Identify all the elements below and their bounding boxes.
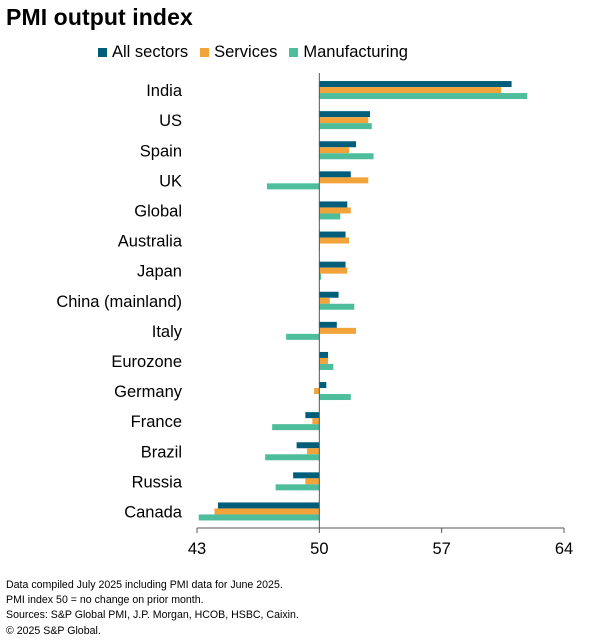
bar-global-all-sectors: [319, 201, 348, 208]
x-tick-label-43: 43: [188, 540, 206, 558]
bar-spain-manufacturing: [319, 153, 374, 160]
legend-label-all-sectors: All sectors: [112, 42, 189, 61]
bar-india-all-sectors: [319, 81, 512, 88]
bar-us-manufacturing: [319, 123, 372, 130]
legend-swatch-services: [200, 47, 210, 57]
bar-canada-manufacturing: [198, 514, 320, 521]
bar-brazil-services: [307, 448, 320, 455]
bar-china-mainland-manufacturing: [319, 303, 355, 310]
bar-us-all-sectors: [319, 111, 371, 118]
bar-italy-services: [319, 327, 357, 334]
bar-australia-services: [319, 237, 350, 244]
bar-global-services: [319, 207, 351, 214]
category-label-germany: Germany: [114, 383, 183, 401]
legend-swatch-all-sectors: [98, 47, 107, 57]
category-label-china-mainland: China (mainland): [56, 293, 182, 311]
x-tick-label-50: 50: [310, 540, 328, 558]
bar-china-mainland-services: [319, 297, 330, 304]
category-label-us: US: [159, 112, 182, 130]
category-label-japan: Japan: [137, 263, 182, 281]
bar-uk-manufacturing: [266, 183, 320, 190]
category-label-brazil: Brazil: [141, 443, 182, 461]
bar-canada-all-sectors: [217, 502, 320, 509]
bar-china-mainland-all-sectors: [319, 291, 339, 298]
legend-item-manufacturing: Manufacturing: [289, 43, 408, 62]
bar-eurozone-services: [319, 357, 329, 364]
bar-russia-all-sectors: [293, 472, 320, 479]
bar-spain-services: [319, 147, 350, 154]
bar-italy-all-sectors: [319, 321, 337, 328]
category-label-australia: Australia: [118, 233, 183, 251]
bar-italy-manufacturing: [286, 333, 320, 340]
category-label-russia: Russia: [132, 473, 183, 491]
legend-label-manufacturing: Manufacturing: [303, 42, 408, 61]
bar-australia-all-sectors: [319, 231, 346, 238]
note-line: © 2025 S&P Global.: [6, 624, 101, 637]
bar-india-services: [319, 87, 502, 94]
bar-canada-services: [214, 508, 320, 515]
bar-eurozone-all-sectors: [319, 351, 329, 358]
bar-uk-services: [319, 177, 369, 184]
note-line: Sources: S&P Global PMI, J.P. Morgan, HC…: [6, 609, 299, 622]
category-label-france: France: [131, 413, 182, 431]
legend-item-all-sectors: All sectors: [98, 43, 188, 62]
note-line: PMI index 50 = no change on prior month.: [6, 594, 204, 607]
category-label-italy: Italy: [152, 323, 183, 341]
bar-france-all-sectors: [305, 412, 320, 419]
bar-russia-manufacturing: [275, 484, 320, 491]
bar-brazil-manufacturing: [265, 454, 320, 461]
bar-germany-services: [314, 388, 320, 395]
bar-uk-all-sectors: [319, 171, 351, 178]
bar-japan-all-sectors: [319, 261, 346, 268]
bar-france-services: [312, 418, 320, 425]
chart-legend: All sectors Services Manufacturing: [98, 42, 420, 62]
legend-swatch-manufacturing: [289, 47, 299, 57]
bar-germany-all-sectors: [319, 382, 327, 389]
bar-us-services: [319, 117, 369, 124]
category-label-india: India: [146, 82, 183, 100]
category-label-eurozone: Eurozone: [111, 353, 182, 371]
bar-global-manufacturing: [319, 213, 341, 220]
bar-chart: India US Spain UK Global Australia Japan China …: [56, 73, 573, 558]
category-label-uk: UK: [159, 172, 182, 190]
bar-brazil-all-sectors: [296, 442, 320, 449]
bar-spain-all-sectors: [319, 141, 357, 148]
bar-india-manufacturing: [319, 93, 528, 100]
bar-japan-services: [319, 267, 348, 274]
bar-france-manufacturing: [272, 424, 320, 431]
x-tick-label-57: 57: [432, 540, 450, 558]
chart-title: PMI output index: [6, 4, 193, 30]
legend-label-services: Services: [214, 42, 278, 61]
bar-germany-manufacturing: [319, 394, 351, 401]
x-tick-label-64: 64: [555, 540, 573, 558]
bar-eurozone-manufacturing: [319, 363, 334, 370]
category-label-global: Global: [134, 202, 182, 220]
category-label-spain: Spain: [140, 142, 182, 160]
bar-japan-manufacturing: [319, 273, 322, 280]
bar-russia-services: [305, 478, 320, 485]
note-line: Data compiled July 2025 including PMI da…: [6, 579, 283, 591]
category-label-canada: Canada: [124, 503, 183, 521]
legend-item-services: Services: [200, 43, 277, 62]
chart-notes: Data compiled July 2025 including PMI da…: [6, 578, 299, 639]
